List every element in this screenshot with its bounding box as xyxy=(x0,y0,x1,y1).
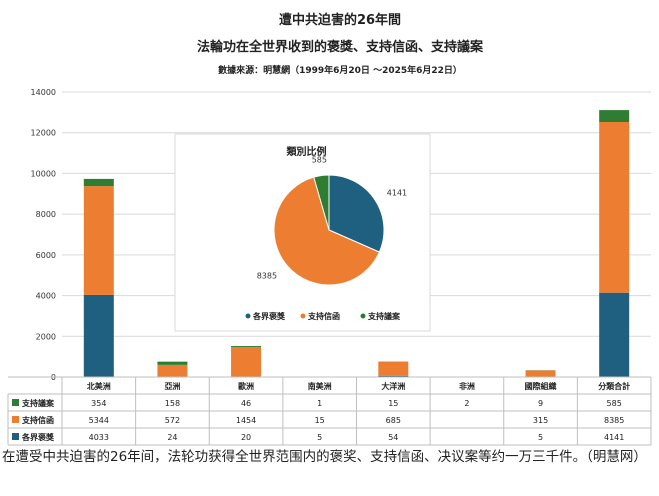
bar-segment xyxy=(83,294,114,377)
bar-segment xyxy=(525,370,556,377)
pie-legend-marker xyxy=(300,313,306,319)
bar-segment xyxy=(378,361,409,376)
data-label: 572 xyxy=(165,416,180,425)
data-label: 315 xyxy=(533,416,548,425)
data-label: 4033 xyxy=(89,433,109,442)
bar-segment xyxy=(231,346,262,347)
y-tick-label: 14000 xyxy=(31,88,56,97)
data-label: 46 xyxy=(241,399,251,408)
x-tick-label: 歐洲 xyxy=(238,381,254,391)
data-label: 24 xyxy=(167,433,177,442)
pie-data-label: 8385 xyxy=(257,271,277,280)
data-label: 15 xyxy=(388,399,398,408)
bar-segment xyxy=(157,364,188,377)
legend-label: 支持議案 xyxy=(21,398,55,408)
data-label: 5 xyxy=(538,433,543,442)
data-label: 1454 xyxy=(236,416,256,425)
legend-swatch xyxy=(12,399,19,406)
y-tick-label: 8000 xyxy=(36,210,56,219)
pie-data-label: 4141 xyxy=(387,188,407,197)
legend-label: 各界褒獎 xyxy=(21,432,55,442)
legend-swatch xyxy=(12,433,19,440)
data-label: 54 xyxy=(388,433,398,442)
chart-subtitle: 法輪功在全世界收到的褒獎、支持信函、支持議案 xyxy=(197,39,484,55)
chart-source: 數據來源：明慧網（1999年6月20日 ～2025年6月22日） xyxy=(218,64,462,76)
data-label: 1 xyxy=(317,399,322,408)
pie-slice xyxy=(273,176,381,286)
x-tick-label: 國際組織 xyxy=(525,381,557,391)
x-tick-label: 大洋洲 xyxy=(381,381,405,391)
data-label: 685 xyxy=(386,416,401,425)
x-tick-label: 南美洲 xyxy=(308,381,332,391)
bar-segment xyxy=(83,186,114,295)
x-tick-label: 分類合計 xyxy=(598,381,630,391)
data-label: 585 xyxy=(607,399,622,408)
x-tick-label: 亞洲 xyxy=(164,382,180,391)
legend-swatch xyxy=(12,416,19,423)
pie-slice xyxy=(328,174,385,253)
data-label: 9 xyxy=(538,399,543,408)
y-tick-label: 10000 xyxy=(31,169,56,178)
bar-segment xyxy=(599,292,630,377)
chart-figure: 遭中共迫害的26年間 法輪功在全世界收到的褒獎、支持信函、支持議案 數據來源：明… xyxy=(7,12,652,446)
legend-label: 支持信函 xyxy=(21,415,54,425)
bar-segment xyxy=(83,178,114,187)
pie-legend-marker xyxy=(245,313,251,319)
bar-segment xyxy=(157,361,188,365)
data-label: 5 xyxy=(317,433,322,442)
y-tick-label: 2000 xyxy=(36,332,56,341)
x-tick-label: 非洲 xyxy=(459,381,475,391)
data-label: 354 xyxy=(91,399,106,408)
pie-legend-marker xyxy=(360,313,366,319)
pie-legend-label: 支持議案 xyxy=(367,311,401,321)
bar-segment xyxy=(599,122,630,293)
data-label: 20 xyxy=(241,433,251,442)
data-label: 8385 xyxy=(604,416,624,425)
y-tick-label: 6000 xyxy=(36,251,56,260)
bar-segment xyxy=(378,375,409,377)
pie-title: 類別比例 xyxy=(286,145,327,158)
y-tick-label: 12000 xyxy=(31,129,56,138)
data-label: 2 xyxy=(464,399,469,408)
data-label: 5344 xyxy=(89,416,109,425)
pie-legend-label: 支持信函 xyxy=(307,311,340,321)
image-caption: 在遭受中共迫害的26年间，法轮功获得全世界范围内的褒奖、支持信函、决议案等约一万… xyxy=(2,449,647,465)
pie-legend-label: 各界褒獎 xyxy=(252,311,286,321)
x-tick-label: 北美洲 xyxy=(87,381,111,391)
data-label: 158 xyxy=(165,399,180,408)
data-label: 15 xyxy=(315,416,325,425)
y-tick-label: 4000 xyxy=(36,292,56,301)
data-label: 4141 xyxy=(604,433,624,442)
bar-segment xyxy=(599,110,630,123)
chart-title: 遭中共迫害的26年間 xyxy=(279,12,401,28)
pie-data-label: 585 xyxy=(312,156,327,165)
pie-slice xyxy=(313,174,330,231)
bar-segment xyxy=(231,346,262,377)
